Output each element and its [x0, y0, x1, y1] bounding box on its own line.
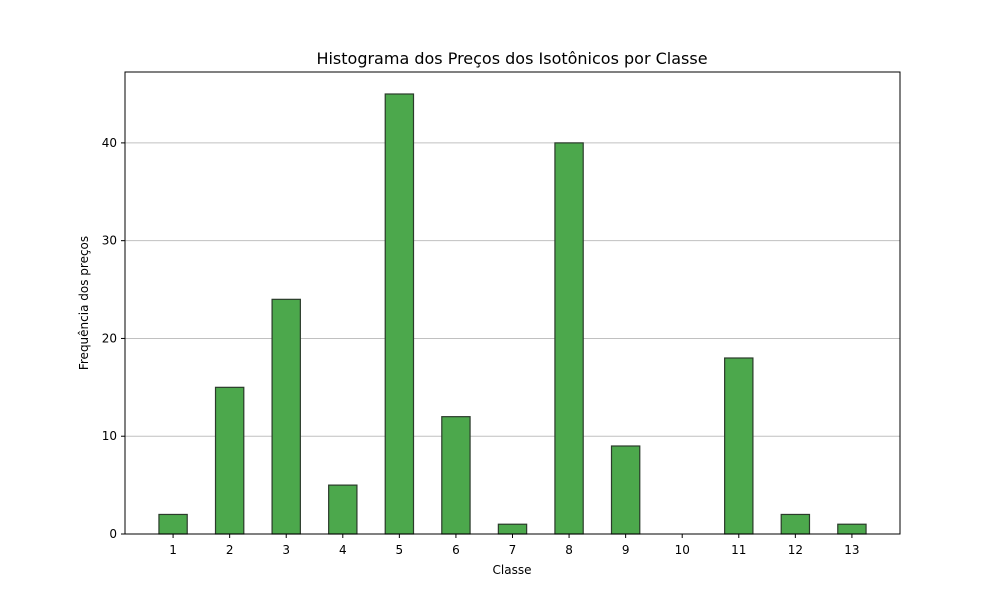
bar-class-2	[214, 386, 245, 535]
x-tick-label-4: 4	[339, 543, 347, 557]
y-axis: 0 10 20 30 40	[102, 136, 125, 541]
y-tick-label-40: 40	[102, 136, 117, 150]
bar-class-11	[724, 357, 754, 535]
y-tick-label-20: 20	[102, 331, 117, 345]
bar-class-13	[837, 523, 867, 535]
x-axis: 1 2 3 4 5 6 7 8 9 10 11 12 13	[169, 534, 860, 557]
x-tick-label-8: 8	[565, 543, 573, 557]
x-tick-label-13: 13	[844, 543, 859, 557]
x-tick-label-2: 2	[226, 543, 234, 557]
bar-class-4	[328, 484, 358, 535]
chart-title: Histograma dos Preços dos Isotônicos por…	[316, 49, 707, 68]
bar-class-7	[497, 523, 528, 535]
bar-class-9	[610, 445, 641, 535]
y-axis-label: Frequência dos preços	[77, 236, 91, 370]
x-tick-label-10: 10	[675, 543, 690, 557]
bar-class-1	[158, 513, 188, 535]
bar-class-6	[441, 416, 471, 535]
x-tick-label-11: 11	[731, 543, 746, 557]
x-axis-label: Classe	[493, 563, 532, 577]
bar-class-3	[271, 298, 301, 535]
x-tick-label-9: 9	[622, 543, 630, 557]
bar-class-8	[554, 142, 584, 535]
x-tick-label-6: 6	[452, 543, 460, 557]
y-tick-label-0: 0	[109, 527, 117, 541]
bars	[158, 93, 867, 535]
y-tick-label-30: 30	[102, 234, 117, 248]
x-tick-label-1: 1	[169, 543, 177, 557]
bar-class-5	[384, 93, 415, 535]
x-tick-label-12: 12	[788, 543, 803, 557]
bar-class-12	[780, 513, 811, 535]
y-tick-label-10: 10	[102, 429, 117, 443]
x-tick-label-5: 5	[396, 543, 404, 557]
x-tick-label-3: 3	[282, 543, 290, 557]
x-tick-label-7: 7	[509, 543, 517, 557]
